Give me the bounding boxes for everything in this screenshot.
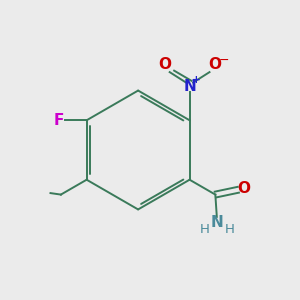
Text: O: O bbox=[208, 57, 221, 72]
Text: O: O bbox=[237, 181, 250, 196]
Text: −: − bbox=[219, 54, 230, 67]
Text: F: F bbox=[53, 113, 64, 128]
Text: H: H bbox=[200, 223, 209, 236]
Text: O: O bbox=[158, 57, 171, 72]
Text: +: + bbox=[192, 75, 200, 85]
Text: N: N bbox=[210, 215, 223, 230]
Text: N: N bbox=[183, 79, 196, 94]
Text: H: H bbox=[224, 223, 234, 236]
